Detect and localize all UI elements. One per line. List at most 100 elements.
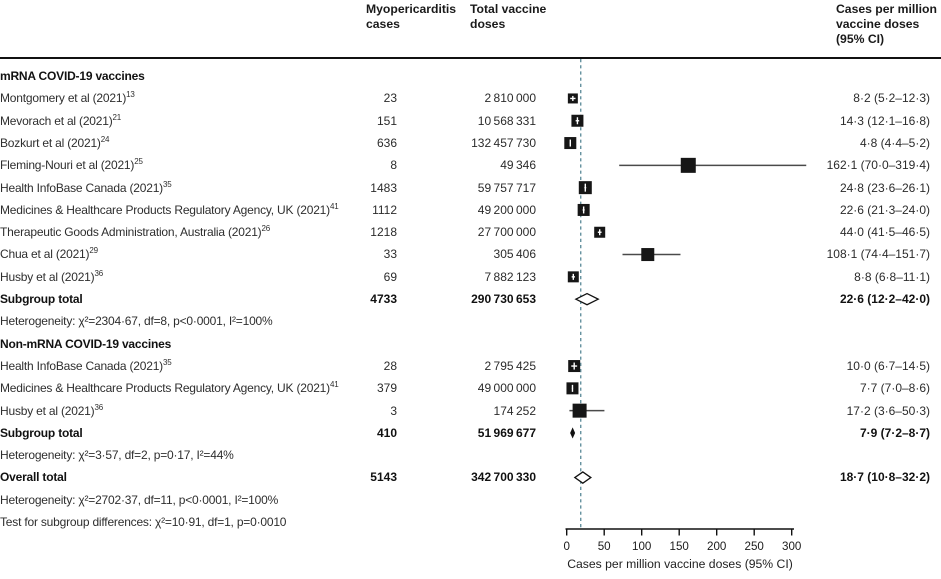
doses-value: 174 252 xyxy=(493,403,536,418)
citation-superscript: 35 xyxy=(162,179,172,189)
doses-value: 10 568 331 xyxy=(477,113,536,128)
estimate-value: 8·2 (5·2–12·3) xyxy=(853,91,930,106)
citation-superscript: 25 xyxy=(134,157,143,167)
cases-value: 28 xyxy=(383,358,397,373)
row-label-text: Health InfoBase Canada (2021) xyxy=(0,180,163,195)
row-label: Bozkurt et al (2021)24 xyxy=(0,132,109,154)
row-label-text: Health InfoBase Canada (2021) xyxy=(0,358,163,373)
table-row-study: Husby et al (2021)36 69 7 882 123 8·8 (6·8–… xyxy=(0,266,941,288)
table-row-study: Bozkurt et al (2021)24 636 132 457 730 4·8 … xyxy=(0,132,941,154)
doses-value: 132 457 730 xyxy=(471,135,536,150)
doses-value: 2 795 425 xyxy=(484,358,536,373)
estimate-value: 108·1 (74·4–151·7) xyxy=(826,247,930,262)
row-label: Mevorach et al (2021)21 xyxy=(0,110,121,132)
estimate-value: 14·3 (12·1–16·8) xyxy=(839,113,930,128)
row-label: Chua et al (2021)29 xyxy=(0,243,98,265)
row-label: Test for subgroup differences: χ²=10·91,… xyxy=(0,511,286,533)
row-label-text: Test for subgroup differences: χ²=10·91,… xyxy=(0,515,287,529)
row-label-text: Husby et al (2021) xyxy=(0,403,95,418)
doses-value: 305 406 xyxy=(493,247,536,262)
estimate-value: 22·6 (12·2–42·0) xyxy=(839,292,930,306)
estimate-value: 22·6 (21·3–24·0) xyxy=(839,202,930,217)
estimate-value: 18·7 (10·8–32·2) xyxy=(839,470,930,485)
row-label: Overall total xyxy=(0,466,67,488)
cases-value: 8 xyxy=(390,158,397,173)
cases-value: 4733 xyxy=(370,292,397,306)
cases-value: 3 xyxy=(390,403,397,418)
row-label: Heterogeneity: χ²=2304·67, df=8, p<0·000… xyxy=(0,310,273,332)
table-row-study: Mevorach et al (2021)21 151 10 568 331 14·3… xyxy=(0,110,941,132)
row-label-text: Heterogeneity: χ²=2702·37, df=11, p<0·00… xyxy=(0,492,279,507)
row-label: mRNA COVID-19 vaccines xyxy=(0,65,145,87)
row-label: Montgomery et al (2021)13 xyxy=(0,87,135,109)
table-row-het: Heterogeneity: χ²=2304·67, df=8, p<0·000… xyxy=(0,310,941,332)
doses-value: 27 700 000 xyxy=(477,225,536,240)
citation-superscript: 36 xyxy=(94,268,103,278)
table-row-test: Test for subgroup differences: χ²=10·91,… xyxy=(0,511,941,533)
cases-value: 69 xyxy=(383,269,397,284)
estimate-value: 7·7 (7·0–8·6) xyxy=(859,381,930,396)
doses-value: 49 200 000 xyxy=(477,202,536,217)
x-axis-tick-label: 200 xyxy=(707,540,726,553)
table-row-study: Fleming-Nouri et al (2021)25 8 49 346 162·1… xyxy=(0,154,941,176)
table-row-study: Medicines & Healthcare Products Regulato… xyxy=(0,199,941,221)
citation-superscript: 35 xyxy=(162,357,172,367)
row-label-text: Subgroup total xyxy=(0,425,83,440)
x-axis-title: Cases per million vaccine doses (95% CI) xyxy=(567,557,793,571)
doses-value: 51 969 677 xyxy=(477,425,536,440)
doses-value: 49 000 000 xyxy=(477,381,536,396)
row-label: Medicines & Healthcare Products Regulato… xyxy=(0,199,339,221)
row-label-text: Heterogeneity: χ²=2304·67, df=8, p<0·000… xyxy=(0,314,273,329)
row-label-text: Overall total xyxy=(0,470,67,485)
cases-value: 1483 xyxy=(370,180,397,195)
citation-superscript: 29 xyxy=(89,246,98,256)
doses-value: 49 346 xyxy=(500,158,536,173)
table-row-study: Therapeutic Goods Administration, Austra… xyxy=(0,221,941,243)
row-label: Health InfoBase Canada (2021)35 xyxy=(0,355,172,377)
table-row-study: Health InfoBase Canada (2021)35 28 2 795 4… xyxy=(0,355,941,377)
header-rule xyxy=(0,57,941,59)
row-label: Subgroup total xyxy=(0,422,83,444)
table-row-group: Non-mRNA COVID-19 vaccines xyxy=(0,333,941,355)
column-header-estimate: Cases per million vaccine doses (95% CI) xyxy=(836,2,937,46)
row-label: Husby et al (2021)36 xyxy=(0,400,103,422)
table-row-study: Medicines & Healthcare Products Regulato… xyxy=(0,377,941,399)
x-axis-tick-label: 50 xyxy=(598,540,611,553)
table-row-study: Husby et al (2021)36 3 174 252 17·2 (3·6–50… xyxy=(0,400,941,422)
cases-value: 636 xyxy=(376,135,397,150)
column-header-doses: Total vaccine doses xyxy=(470,2,547,31)
estimate-value: 44·0 (41·5–46·5) xyxy=(839,225,930,240)
row-label: Fleming-Nouri et al (2021)25 xyxy=(0,154,143,176)
row-label-text: Medicines & Healthcare Products Regulato… xyxy=(0,202,330,217)
x-axis-tick-label: 100 xyxy=(632,540,651,553)
estimate-value: 7·9 (7·2–8·7) xyxy=(859,425,930,440)
citation-superscript: 26 xyxy=(261,224,270,234)
cases-value: 410 xyxy=(376,425,397,440)
table-row-study: Montgomery et al (2021)13 23 2 810 000 8·2 … xyxy=(0,87,941,109)
table-row-subtotal: Subgroup total 410 51 969 677 7·9 (7·2–8·7) xyxy=(0,422,941,444)
cases-value: 23 xyxy=(383,91,397,106)
row-label-text: Chua et al (2021) xyxy=(0,247,90,262)
doses-value: 290 730 653 xyxy=(471,292,536,306)
x-axis-tick-label: 250 xyxy=(745,540,764,553)
row-label-text: Non-mRNA COVID-19 vaccines xyxy=(0,336,172,351)
row-label-text: Medicines & Healthcare Products Regulato… xyxy=(0,381,330,396)
row-label: Subgroup total xyxy=(0,288,83,310)
cases-value: 1112 xyxy=(372,202,397,217)
row-label: Heterogeneity: χ²=3·57, df=2, p=0·17, I²… xyxy=(0,444,234,466)
row-label: Husby et al (2021)36 xyxy=(0,266,103,288)
cases-value: 379 xyxy=(376,381,397,396)
doses-value: 7 882 123 xyxy=(484,269,536,284)
row-label-text: Fleming-Nouri et al (2021) xyxy=(0,158,135,173)
row-label-text: Therapeutic Goods Administration, Austra… xyxy=(0,225,262,240)
row-label-text: Bozkurt et al (2021) xyxy=(0,135,101,150)
estimate-value: 4·8 (4·4–5·2) xyxy=(859,135,930,150)
table-row-subtotal: Subgroup total 4733 290 730 653 22·6 (12·2–… xyxy=(0,288,941,310)
x-axis-tick-label: 150 xyxy=(670,540,689,553)
column-header-cases: Myopericarditis cases xyxy=(366,2,457,31)
estimate-value: 162·1 (70·0–319·4) xyxy=(826,158,930,173)
citation-superscript: 24 xyxy=(100,134,110,144)
estimate-value: 8·8 (6·8–11·1) xyxy=(854,269,930,284)
table-row-overall: Overall total 5143 342 700 330 18·7 (10·8–3… xyxy=(0,466,941,488)
